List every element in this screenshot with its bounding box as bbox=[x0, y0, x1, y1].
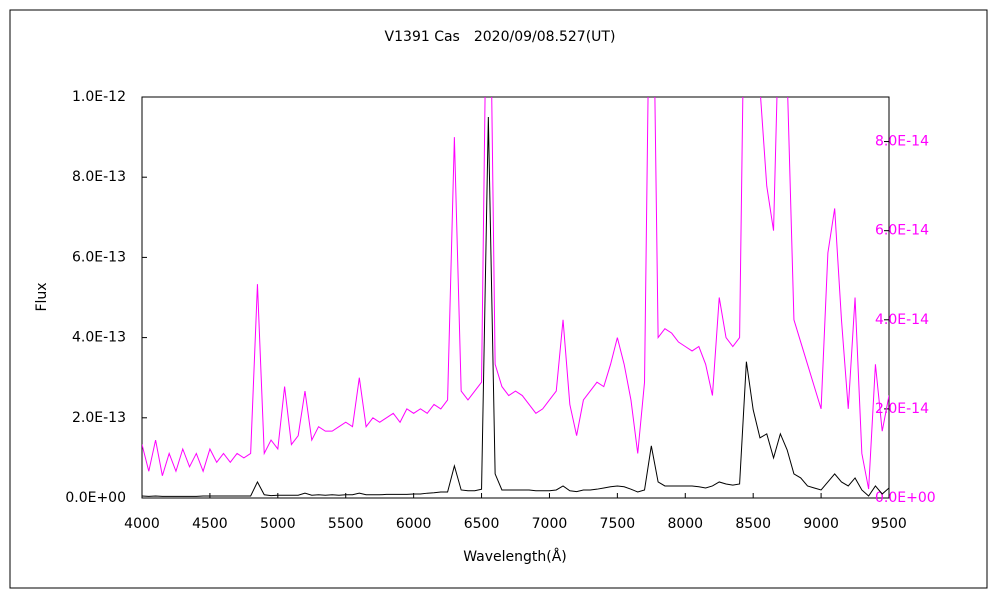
y2-tick-label: 2.0E-14 bbox=[875, 401, 929, 417]
spectrum-line bbox=[142, 97, 889, 490]
y2-tick-label: 6.0E-14 bbox=[875, 223, 929, 239]
y-tick-label: 4.0E-13 bbox=[72, 330, 126, 346]
plot-frame bbox=[141, 96, 890, 499]
x-axis-label: Wavelength(Å) bbox=[463, 548, 567, 565]
x-tick-label: 4000 bbox=[124, 516, 160, 532]
y2-tick-label: 4.0E-14 bbox=[875, 312, 929, 328]
y-tick-label: 1.0E-12 bbox=[72, 89, 126, 105]
x-tick-label: 8000 bbox=[667, 516, 703, 532]
x-tick-label: 5000 bbox=[260, 516, 296, 532]
x-tick-label: 7500 bbox=[600, 516, 636, 532]
x-tick-label: 4500 bbox=[192, 516, 228, 532]
x-tick-label: 9500 bbox=[871, 516, 907, 532]
y-axis-label: Flux bbox=[34, 282, 50, 311]
chart-title: V1391 Cas 2020/09/08.527(UT) bbox=[385, 29, 616, 45]
y-tick-label: 8.0E-13 bbox=[72, 169, 126, 185]
x-tick-label: 9000 bbox=[803, 516, 839, 532]
spectrum-line bbox=[142, 117, 889, 497]
chart-border bbox=[9, 9, 988, 589]
y2-tick-label: 8.0E-14 bbox=[875, 134, 929, 150]
y-tick-label: 2.0E-13 bbox=[72, 410, 126, 426]
x-tick-label: 5500 bbox=[328, 516, 364, 532]
x-tick-label: 8500 bbox=[735, 516, 771, 532]
x-tick-label: 7000 bbox=[532, 516, 568, 532]
y-tick-label: 6.0E-13 bbox=[72, 249, 126, 265]
x-tick-label: 6000 bbox=[396, 516, 432, 532]
x-tick-label: 6500 bbox=[464, 516, 500, 532]
y-tick-label: 0.0E+00 bbox=[65, 490, 126, 506]
y2-tick-label: 0.0E+00 bbox=[875, 490, 936, 506]
